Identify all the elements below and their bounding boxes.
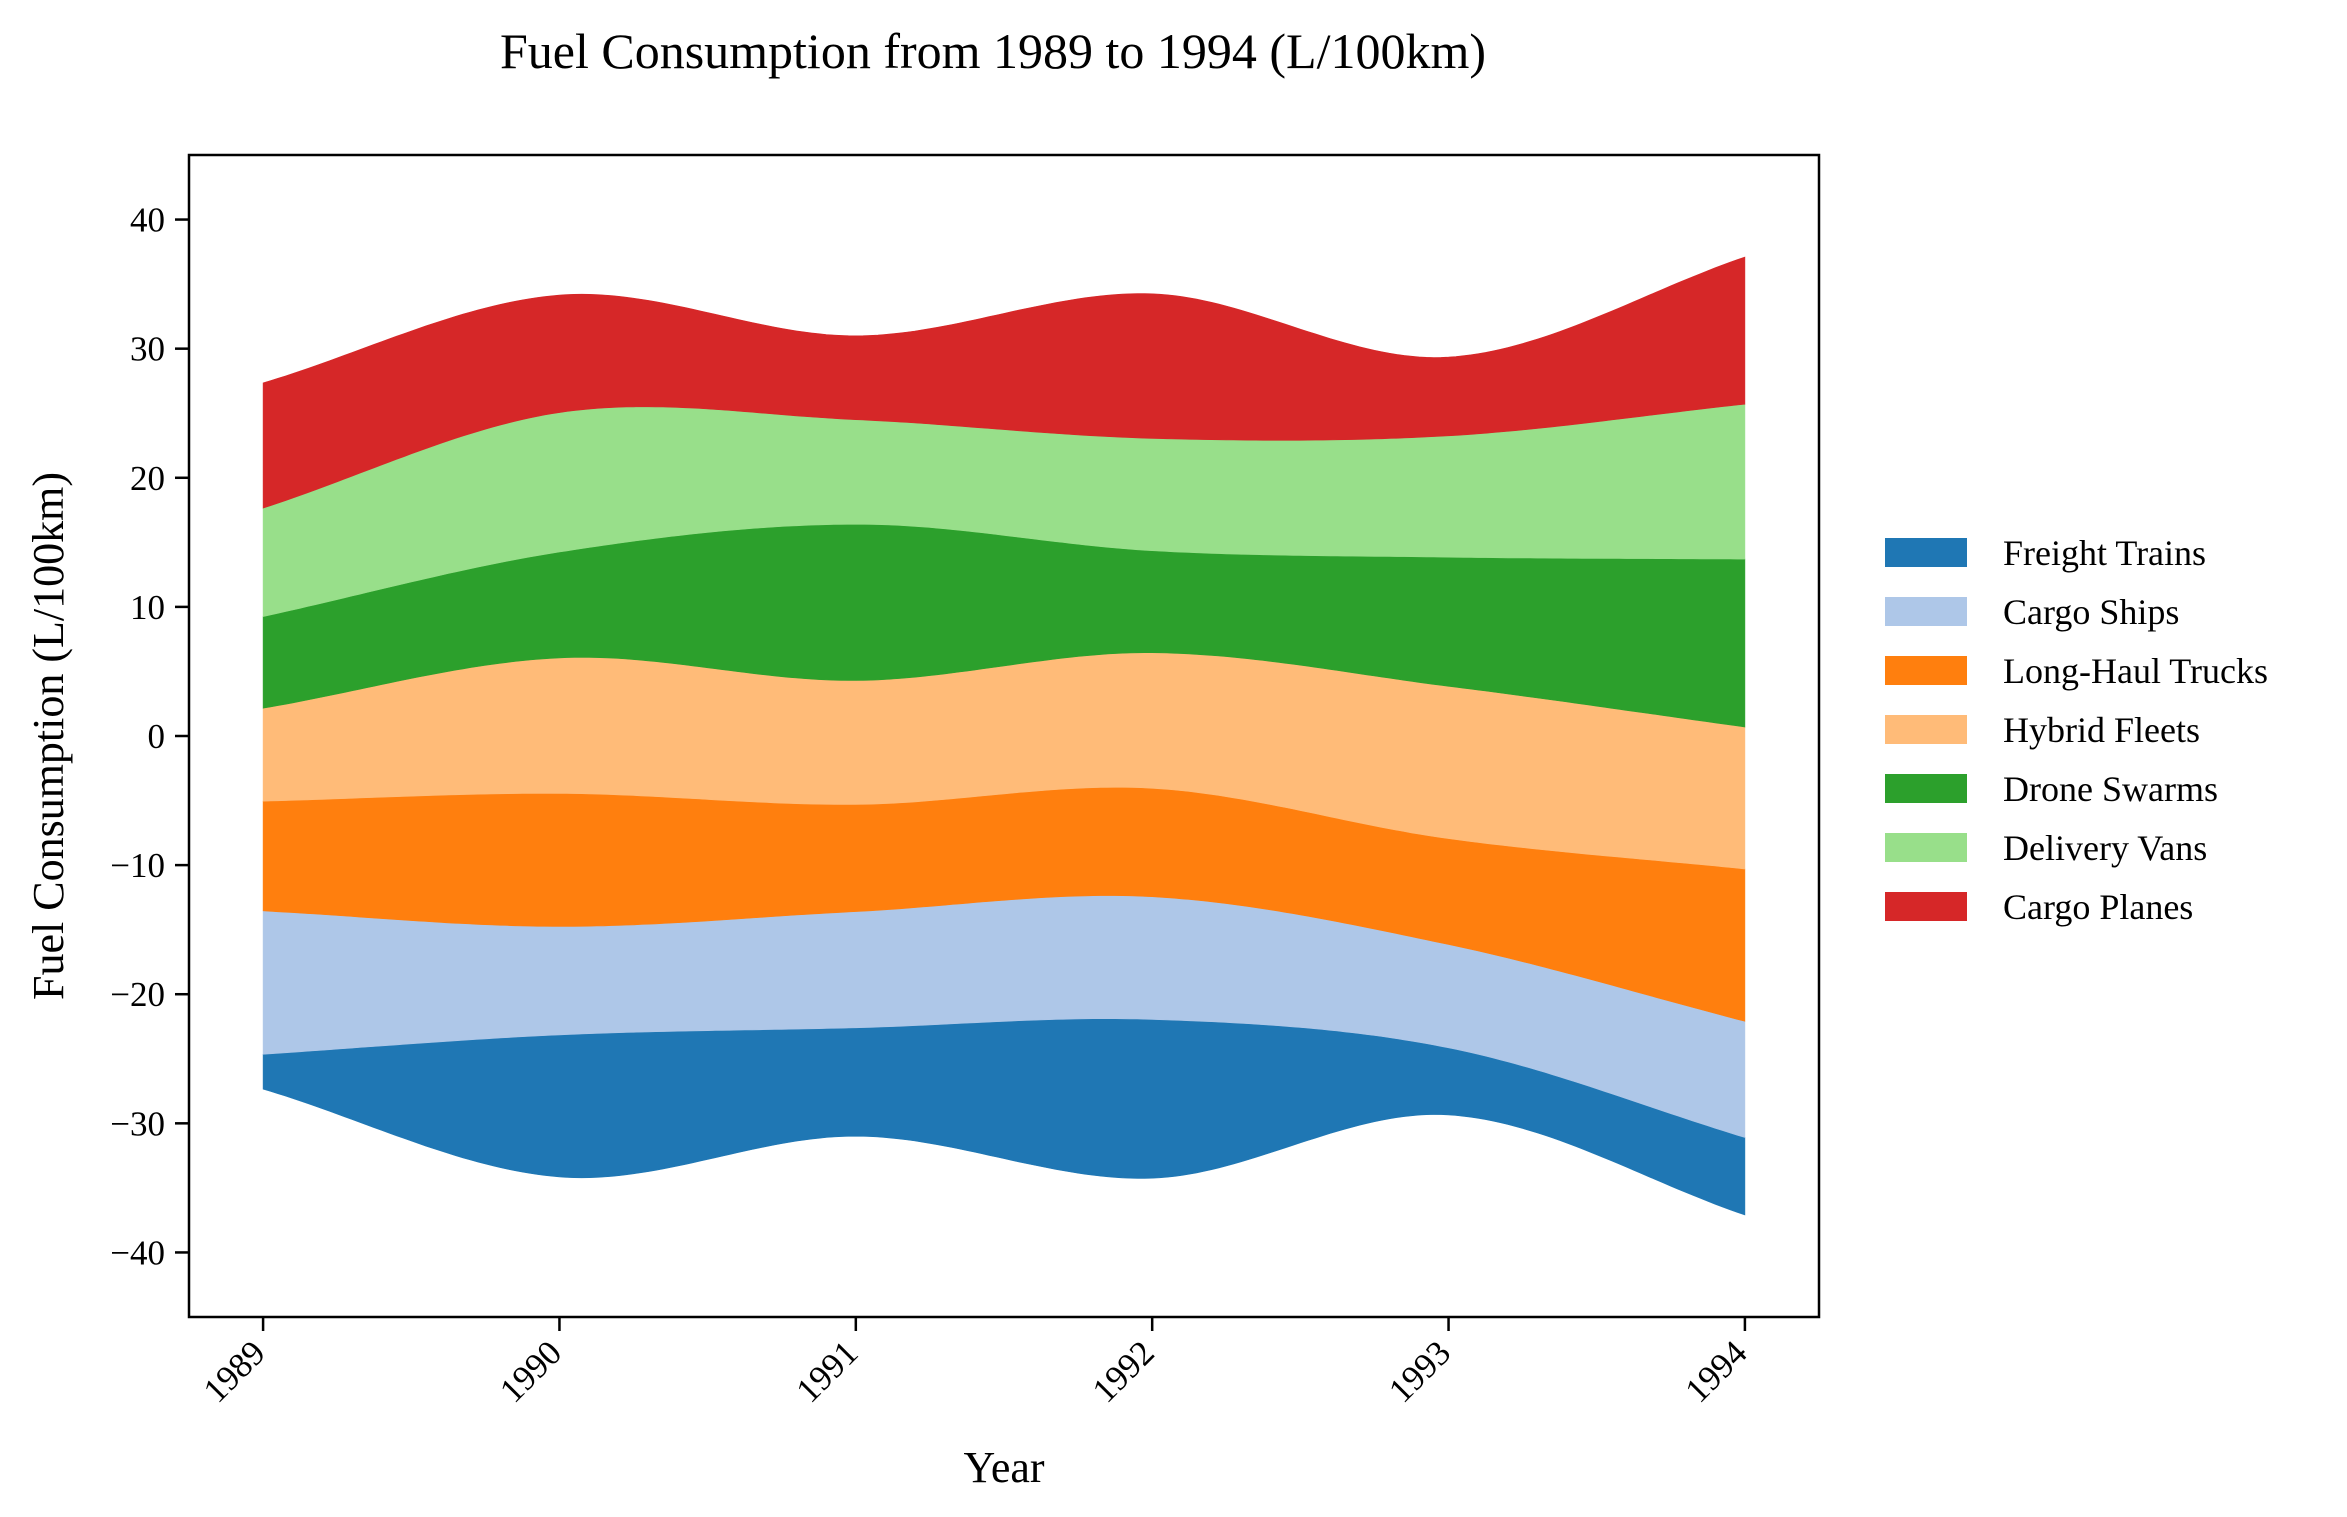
y-tick-label: −20 bbox=[110, 975, 165, 1014]
y-tick-label: 20 bbox=[130, 459, 165, 498]
legend-label-freight-trains: Freight Trains bbox=[2003, 533, 2206, 573]
y-tick-label: 30 bbox=[130, 330, 165, 369]
y-tick-label: 10 bbox=[130, 588, 165, 627]
legend-label-hybrid-fleets: Hybrid Fleets bbox=[2003, 710, 2200, 750]
legend-label-drone-swarms: Drone Swarms bbox=[2003, 769, 2218, 809]
chart-title: Fuel Consumption from 1989 to 1994 (L/10… bbox=[500, 23, 1486, 79]
x-tick-label: 1992 bbox=[1085, 1333, 1162, 1410]
legend-swatch-delivery-vans bbox=[1885, 833, 1967, 862]
legend-label-long-haul-trucks: Long-Haul Trucks bbox=[2003, 651, 2268, 691]
x-axis: 1989 1990 1991 1992 1993 1994 bbox=[196, 1317, 1755, 1410]
legend-swatch-drone-swarms bbox=[1885, 774, 1967, 803]
y-tick-label: −40 bbox=[110, 1233, 165, 1272]
legend-label-cargo-ships: Cargo Ships bbox=[2003, 592, 2179, 632]
y-axis-label: Fuel Consumption (L/100km) bbox=[24, 472, 73, 1000]
y-tick-label: 40 bbox=[130, 201, 165, 240]
legend: Freight Trains Cargo Ships Long-Haul Truck… bbox=[1885, 533, 2268, 927]
y-tick-label: −30 bbox=[110, 1104, 165, 1143]
legend-swatch-freight-trains bbox=[1885, 538, 1967, 567]
legend-swatch-cargo-ships bbox=[1885, 597, 1967, 626]
x-tick-label: 1989 bbox=[196, 1333, 273, 1410]
legend-label-delivery-vans: Delivery Vans bbox=[2003, 828, 2207, 868]
y-axis: 40 30 20 10 0 −10 −20 −30 −40 bbox=[110, 201, 189, 1272]
y-tick-label: −10 bbox=[110, 846, 165, 885]
area-cargo-planes bbox=[262, 256, 1746, 509]
x-tick-label: 1993 bbox=[1381, 1333, 1458, 1410]
x-tick-label: 1991 bbox=[788, 1333, 865, 1410]
legend-swatch-hybrid-fleets bbox=[1885, 715, 1967, 744]
legend-swatch-cargo-planes bbox=[1885, 892, 1967, 921]
legend-label-cargo-planes: Cargo Planes bbox=[2003, 887, 2193, 927]
x-tick-label: 1990 bbox=[492, 1333, 569, 1410]
x-tick-label: 1994 bbox=[1677, 1333, 1754, 1410]
y-tick-label: 0 bbox=[148, 717, 166, 756]
x-axis-label: Year bbox=[963, 1443, 1044, 1492]
stream-areas bbox=[262, 256, 1746, 1216]
legend-swatch-long-haul-trucks bbox=[1885, 656, 1967, 685]
